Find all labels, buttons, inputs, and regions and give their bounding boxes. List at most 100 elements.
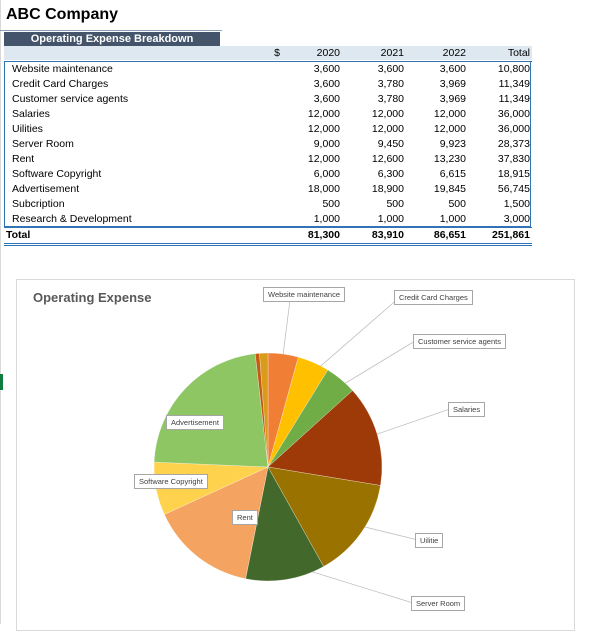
value-2021: 3,600: [377, 63, 404, 75]
value-2022: 12,000: [433, 123, 466, 135]
value-2022: 3,969: [439, 93, 466, 105]
grand-total: 251,861: [468, 227, 532, 246]
total-2020: 81,300: [282, 227, 342, 246]
breakdown-title: Operating Expense Breakdown: [4, 32, 220, 46]
row-total: 1,500: [503, 198, 530, 210]
row-total: 18,915: [497, 168, 530, 180]
row-total: 37,830: [497, 153, 530, 165]
row-label: Server Room: [12, 138, 74, 150]
pie-slice-research-development[interactable]: [259, 352, 269, 468]
value-2022: 3,600: [439, 63, 466, 75]
sheet-gridline: [0, 0, 1, 624]
callout-customer-service-agents: Customer service agents: [413, 334, 506, 349]
row-total: 11,349: [498, 93, 530, 105]
total-label: Total: [4, 227, 236, 246]
total-2021: 83,910: [342, 227, 406, 246]
pie-slice-advertisement[interactable]: [153, 353, 269, 468]
row-label: Customer service agents: [12, 93, 129, 105]
value-2020: 500: [322, 198, 340, 210]
total-header: Total: [507, 47, 530, 59]
row-label: Rent: [12, 153, 35, 165]
callout-salaries: Salaries: [448, 402, 486, 417]
row-total: 10,800: [497, 63, 530, 75]
pie-slice-rent[interactable]: [164, 466, 269, 579]
value-2021: 18,900: [371, 183, 404, 195]
row-total: 28,373: [497, 138, 530, 150]
value-2022: 19,845: [433, 183, 466, 195]
pie-slice-salaries[interactable]: [267, 390, 383, 486]
value-2022: 3,969: [439, 78, 466, 90]
value-2020: 6,000: [313, 168, 340, 180]
row-total: 56,745: [497, 183, 530, 195]
value-2020: 3,600: [313, 93, 340, 105]
row-total: 36,000: [497, 108, 530, 120]
row-selection-marker: [0, 374, 3, 390]
value-2021: 1,000: [377, 213, 404, 225]
value-2021: 3,780: [377, 93, 404, 105]
header-band: [4, 46, 532, 60]
leader-line: [306, 296, 401, 379]
total-2022: 86,651: [406, 227, 468, 246]
value-2021: 6,300: [377, 168, 404, 180]
value-2021: 12,000: [371, 108, 404, 120]
table-row: Software Copyright 6,000 6,300 6,615 18,915: [4, 167, 532, 182]
callout-advertisement: Advertisement: [166, 415, 224, 430]
callout-server-room: Server Room: [411, 596, 466, 611]
row-total: 3,000: [503, 213, 530, 225]
value-2021: 3,780: [377, 78, 404, 90]
callout-uilitie: Uilitie: [415, 533, 444, 548]
value-2021: 12,000: [371, 123, 404, 135]
value-2020: 12,000: [307, 123, 340, 135]
row-label: Website maintenance: [12, 63, 113, 75]
value-2022: 9,923: [439, 138, 466, 150]
table-row: Research & Development 1,000 1,000 1,000 3,0…: [4, 212, 532, 228]
pie-slice-uilitie[interactable]: [267, 466, 381, 567]
company-title: ABC Company: [6, 6, 119, 23]
value-2022: 13,230: [433, 153, 466, 165]
row-label: Subcription: [12, 198, 65, 210]
row-label: Research & Development: [12, 213, 132, 225]
currency-cell: [236, 227, 282, 246]
row-label: Credit Card Charges: [12, 78, 109, 90]
callout-credit-card-charges: Credit Card Charges: [394, 290, 473, 305]
year-header-2021: 2021: [380, 47, 404, 59]
table-row: Website maintenance 3,600 3,600 3,600 10,800: [4, 62, 532, 78]
title-underline: [0, 30, 222, 31]
table-row: Salaries 12,000 12,000 12,000 36,000: [4, 107, 532, 122]
value-2022: 1,000: [439, 213, 466, 225]
value-2021: 9,450: [377, 138, 404, 150]
table-row: Uilities 12,000 12,000 12,000 36,000: [4, 122, 532, 137]
table-row: Server Room 9,000 9,450 9,923 28,373: [4, 137, 532, 152]
row-label: Salaries: [12, 108, 50, 120]
value-2021: 500: [386, 198, 404, 210]
table-row: Subcription 500 500 500 1,500: [4, 197, 532, 212]
total-row: Total 81,300 83,910 86,651 251,861: [4, 227, 532, 246]
value-2020: 12,000: [307, 153, 340, 165]
row-total: 36,000: [497, 123, 530, 135]
callout-website-maintenance: Website maintenance: [263, 287, 345, 302]
expense-table: $ 2020 2021 2022 Total Website maintenan…: [4, 46, 532, 246]
row-label: Uilities: [12, 123, 43, 135]
table-row: Advertisement 18,000 18,900 19,845 56,745: [4, 182, 532, 197]
year-header-2022: 2022: [442, 47, 466, 59]
value-2020: 9,000: [313, 138, 340, 150]
table-row: Customer service agents 3,600 3,780 3,969 11…: [4, 92, 532, 107]
value-2020: 3,600: [313, 63, 340, 75]
row-label: Software Copyright: [12, 168, 102, 180]
year-header-2020: 2020: [316, 47, 340, 59]
currency-header: $: [274, 47, 280, 59]
value-2022: 12,000: [433, 108, 466, 120]
chart-title: Operating Expense: [33, 290, 152, 305]
table-row: Credit Card Charges 3,600 3,780 3,969 11,349: [4, 77, 532, 92]
table-row: Rent 12,000 12,600 13,230 37,830: [4, 152, 532, 167]
row-total: 11,349: [498, 78, 530, 90]
value-2020: 12,000: [307, 108, 340, 120]
value-2021: 12,600: [371, 153, 404, 165]
callout-software-copyright: Software Copyright: [134, 474, 208, 489]
value-2022: 500: [448, 198, 466, 210]
value-2022: 6,615: [439, 168, 466, 180]
callout-rent: Rent: [232, 510, 258, 525]
row-label: Advertisement: [12, 183, 80, 195]
value-2020: 18,000: [307, 183, 340, 195]
